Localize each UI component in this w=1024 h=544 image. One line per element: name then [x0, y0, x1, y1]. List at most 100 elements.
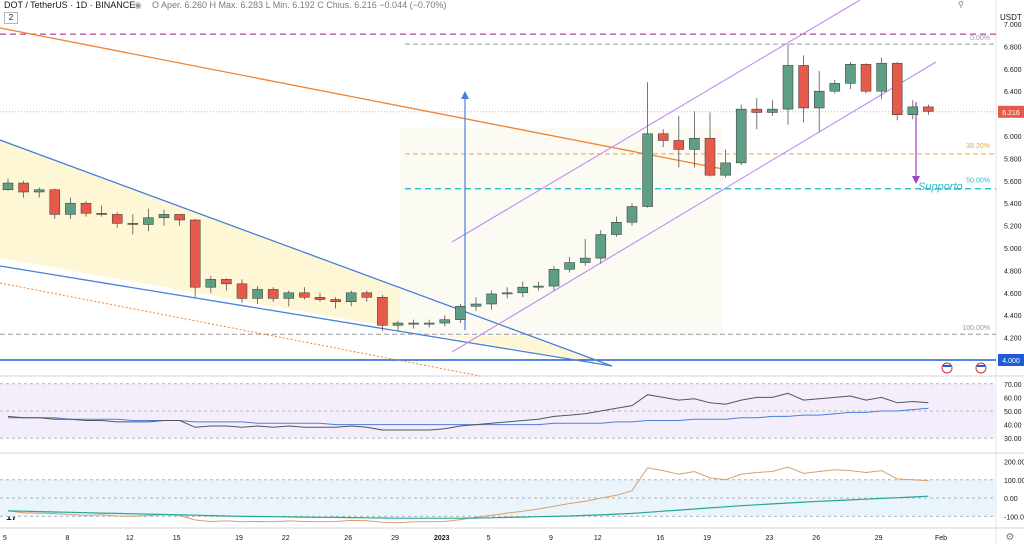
- candle-body: [455, 305, 466, 320]
- descending-trendline: [0, 27, 729, 171]
- candle-body: [314, 297, 326, 300]
- candle-body: [127, 223, 139, 225]
- time-tick-label: 22: [282, 535, 290, 542]
- candle-body: [626, 206, 638, 223]
- time-tick-label: 29: [875, 535, 883, 542]
- time-tick-label: 5: [487, 535, 491, 542]
- candle-body: [486, 293, 497, 305]
- price-tick-label: 5.600: [1004, 179, 1022, 186]
- candle-body: [829, 83, 841, 92]
- indicator-count-badge[interactable]: 2: [4, 12, 18, 24]
- candle-body: [689, 137, 700, 150]
- ohlc-readout: O Aper. 6.260 H Max. 6.283 L Min. 6.192 …: [152, 0, 447, 10]
- price-tick-label: 5.800: [1004, 156, 1022, 163]
- candle-body: [611, 221, 622, 235]
- candle-body: [564, 262, 575, 270]
- price-tick-label: 5.200: [1004, 224, 1022, 231]
- candle-body: [923, 106, 934, 112]
- key-level-value: 4.000: [1002, 358, 1020, 365]
- candle-body: [2, 182, 14, 191]
- time-tick-label: 2023: [434, 535, 450, 542]
- eye-icon[interactable]: ◉: [134, 0, 142, 10]
- candle-body: [408, 322, 419, 325]
- economic-event-icon: [941, 362, 953, 374]
- price-tick-label: 4.200: [1004, 336, 1022, 343]
- candle-body: [49, 189, 61, 215]
- time-tick-label: 26: [812, 535, 820, 542]
- candle-body: [18, 182, 29, 193]
- candle-body: [330, 299, 341, 303]
- candle-body: [533, 285, 544, 288]
- wedge-upper-line: [0, 139, 613, 367]
- candle-body: [236, 283, 248, 299]
- time-tick-label: 12: [594, 535, 602, 542]
- rsi-line: [7, 392, 929, 431]
- candle-body: [283, 292, 295, 299]
- rsi-tick-label: 30.00: [1004, 436, 1022, 443]
- price-tick-label: 4.800: [1004, 268, 1022, 275]
- candle-body: [501, 292, 513, 295]
- rsi-panel: 70.00 60.00 50.00 40.00 30.00: [0, 382, 1022, 443]
- time-tick-label: 19: [703, 535, 711, 542]
- candle-body: [735, 108, 747, 164]
- candle-body: [891, 62, 903, 115]
- last-price-tag: [998, 105, 1024, 118]
- candle-body: [96, 213, 107, 215]
- symbol-title[interactable]: DOT / TetherUS · 1D · BINANCE: [4, 0, 136, 10]
- dotted-trendline: [0, 282, 481, 377]
- rsi-tick-label: 60.00: [1004, 395, 1022, 402]
- candle-body: [907, 106, 919, 115]
- candle-body: [80, 202, 92, 214]
- time-tick-label: 9: [549, 535, 553, 542]
- price-tick-label: 6.800: [1004, 44, 1022, 51]
- price-tick-label: 6.000: [1004, 134, 1022, 141]
- candle-body: [345, 292, 357, 303]
- time-tick-label: 15: [173, 535, 181, 542]
- candle-body: [267, 289, 279, 299]
- candle-body: [548, 269, 560, 287]
- candle-body: [704, 137, 716, 176]
- candle-body: [720, 162, 731, 176]
- range-zone: [400, 128, 723, 336]
- price-tick-label: 4.600: [1004, 291, 1022, 298]
- channel-upper-line: [451, 0, 861, 243]
- candle-body: [111, 214, 123, 224]
- candle-body: [517, 286, 529, 294]
- candle-body: [673, 140, 685, 150]
- fib-level-label: 38.20%: [966, 143, 990, 150]
- candle-body: [798, 65, 809, 109]
- economic-event-icon: [975, 362, 987, 374]
- cci-tick-label: 100.00: [1004, 478, 1024, 485]
- time-tick-label: 5: [3, 535, 7, 542]
- candle-body: [377, 297, 388, 326]
- candle-body: [33, 189, 45, 193]
- flag-stripe: [943, 365, 951, 367]
- candle-body: [439, 319, 451, 324]
- fib-level-label: 50.00%: [966, 178, 990, 185]
- candle-body: [657, 133, 669, 141]
- gear-icon[interactable]: ⚙: [1006, 532, 1015, 543]
- candle-body: [299, 292, 310, 298]
- rsi-tick-label: 50.00: [1004, 409, 1022, 416]
- currency-label: USDT: [1000, 13, 1022, 22]
- candle-body: [782, 65, 794, 110]
- candle-body: [143, 217, 154, 225]
- price-tick-label: 6.600: [1004, 67, 1022, 74]
- time-tick-label: Feb: [935, 535, 947, 542]
- key-level-tag: [998, 354, 1024, 366]
- candle-body: [65, 202, 76, 215]
- axis-settings-icon[interactable]: ⚲: [958, 0, 968, 9]
- time-tick-label: 16: [656, 535, 664, 542]
- time-tick-label: 26: [344, 535, 352, 542]
- candle-body: [158, 214, 170, 219]
- time-tick-label: 23: [766, 535, 774, 542]
- tradingview-logo-icon: 17: [6, 512, 18, 523]
- price-tick-label: 6.400: [1004, 89, 1022, 96]
- candle-body: [470, 303, 482, 307]
- time-tick-label: 29: [391, 535, 399, 542]
- cci-tick-label: 0.00: [1004, 496, 1018, 503]
- cci-tick-label: 200.00: [1004, 459, 1024, 466]
- cci-signal-line: [7, 495, 929, 519]
